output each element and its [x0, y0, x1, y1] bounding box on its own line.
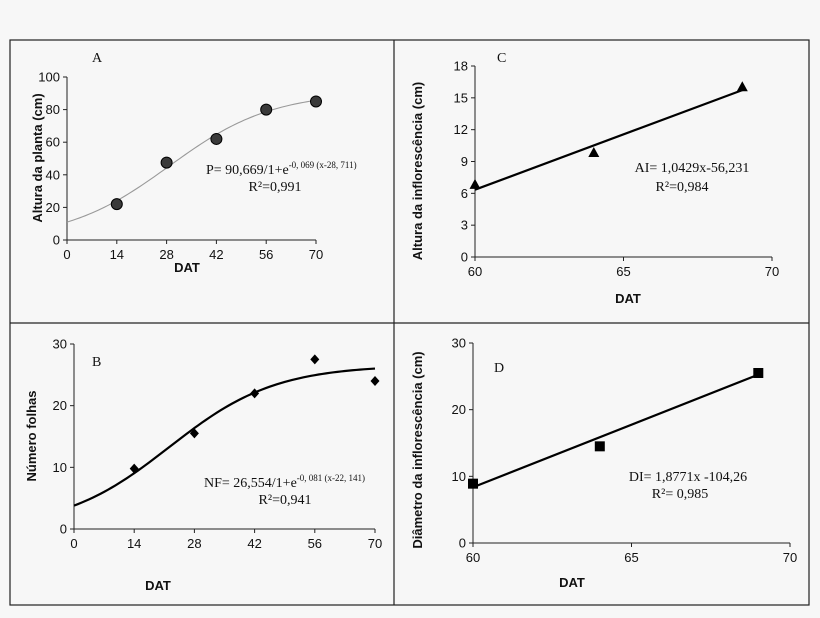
panel-c-equation: AI= 1,0429x-56,231 [635, 161, 750, 176]
panel-a-xtick-label: 0 [63, 247, 70, 262]
panel-d-ytick-label: 10 [452, 469, 466, 484]
panel-a-ytick-label: 20 [46, 200, 60, 215]
panel-c-ytick-label: 3 [461, 218, 468, 233]
panel-b-equation: NF= 26,554/1+e-0, 081 (x-22, 141) [204, 473, 365, 491]
panel-b-xtick-label: 28 [187, 536, 201, 551]
panel-b-ytick-label: 20 [53, 398, 67, 413]
panel-a-r2: R²=0,991 [249, 180, 302, 195]
panel-a-equation-sup: -0, 069 (x-28, 711) [289, 160, 357, 170]
panel-a-xtick-label: 42 [209, 247, 223, 262]
panel-b-ytick-label: 30 [53, 337, 67, 352]
panel-a-letter: A [92, 51, 103, 66]
panel-a: Altura da planta (cm) DAT A P= 90,669/1+… [30, 51, 357, 275]
panel-c-data-point [469, 178, 481, 189]
panel-c-ytick-label: 15 [454, 90, 468, 105]
panel-b-data-point [129, 463, 139, 474]
panel-d-ytick-label: 20 [452, 402, 466, 417]
panel-d: Diâmetro da inflorescência (cm) DAT D DI… [410, 336, 797, 591]
panel-d-data-point [468, 478, 478, 489]
panel-a-ylabel: Altura da planta (cm) [30, 93, 45, 222]
panel-d-xtick-label: 60 [466, 550, 480, 565]
panel-a-data-point [260, 103, 273, 116]
panel-b: Número folhas DAT B NF= 26,554/1+e-0, 08… [24, 337, 382, 594]
panel-b-data-point [310, 354, 320, 365]
panel-b-xtick-label: 0 [70, 536, 77, 551]
panel-d-fit-line [472, 373, 759, 489]
panel-c-xtick-label: 70 [765, 264, 779, 279]
panel-a-xtick-label: 56 [259, 247, 273, 262]
panel-d-xtick-label: 65 [624, 550, 638, 565]
panel-a-xtick-label: 70 [309, 247, 323, 262]
panel-c: Altura da inflorescência (cm) DAT C AI= … [410, 51, 779, 306]
panel-c-ytick-label: 12 [454, 122, 468, 137]
panel-a-ytick-label: 100 [38, 70, 60, 85]
panel-b-xtick-label: 70 [368, 536, 382, 551]
panel-c-fit-line [474, 89, 743, 191]
panel-a-equation-main: P= 90,669/1+e [206, 163, 289, 178]
panel-a-xtick-label: 14 [110, 247, 124, 262]
panel-d-equation: DI= 1,8771x -104,26 [629, 470, 747, 485]
panel-d-data-point [594, 441, 605, 452]
panel-d-xlabel: DAT [559, 575, 585, 590]
panel-d-r2: R²= 0,985 [652, 487, 708, 502]
panel-a-ytick-label: 0 [53, 233, 60, 248]
panel-a-ytick-label: 80 [46, 102, 60, 117]
panel-b-data-point [189, 428, 199, 439]
panel-a-ytick-label: 40 [46, 167, 60, 182]
panel-d-ytick-label: 30 [452, 336, 466, 351]
panel-c-letter: C [497, 51, 506, 66]
panel-c-r2: R²=0,984 [656, 180, 709, 195]
panel-b-data-point [250, 388, 260, 399]
panel-b-ytick-label: 0 [60, 522, 67, 537]
panel-c-ytick-label: 9 [461, 154, 468, 169]
panel-a-ytick-label: 60 [46, 135, 60, 150]
panel-b-data-point [370, 376, 380, 386]
panel-a-equation: P= 90,669/1+e-0, 069 (x-28, 711) [206, 160, 357, 178]
panel-d-ylabel: Diâmetro da inflorescência (cm) [410, 351, 425, 548]
panel-a-fit-line [66, 99, 317, 223]
panel-b-xlabel: DAT [145, 578, 171, 593]
panel-c-ytick-label: 6 [461, 186, 468, 201]
panel-a-data-point [160, 156, 173, 169]
panel-c-ytick-label: 0 [461, 250, 468, 265]
panel-c-ylabel: Altura da inflorescência (cm) [410, 82, 425, 260]
panel-b-xtick-label: 56 [308, 536, 322, 551]
panel-d-ytick-label: 0 [459, 536, 466, 551]
panel-a-data-point [310, 95, 322, 108]
panel-c-data-point [588, 147, 600, 158]
panel-a-xtick-label: 28 [159, 247, 173, 262]
panel-b-xtick-label: 14 [127, 536, 141, 551]
panel-d-data-point [753, 368, 764, 378]
panel-c-data-point [736, 81, 748, 92]
panel-b-ylabel: Número folhas [24, 390, 39, 481]
panel-c-xtick-label: 65 [616, 264, 630, 279]
panel-c-ytick-label: 18 [454, 59, 468, 74]
panel-a-xlabel: DAT [174, 260, 200, 275]
panel-c-xlabel: DAT [615, 291, 641, 306]
panel-b-xtick-label: 42 [247, 536, 261, 551]
panel-c-xtick-label: 60 [468, 264, 482, 279]
panel-a-data-point [110, 198, 123, 211]
panel-b-equation-sup: -0, 081 (x-22, 141) [297, 473, 365, 483]
panel-a-data-point [210, 132, 223, 145]
panel-b-ytick-label: 10 [53, 460, 67, 475]
panel-b-fit-line [73, 367, 376, 507]
panel-b-r2: R²=0,941 [259, 493, 312, 508]
panel-d-xtick-label: 70 [783, 550, 797, 565]
panel-b-letter: B [92, 355, 101, 370]
panel-d-letter: D [494, 361, 504, 376]
panel-b-equation-main: NF= 26,554/1+e [204, 476, 297, 491]
